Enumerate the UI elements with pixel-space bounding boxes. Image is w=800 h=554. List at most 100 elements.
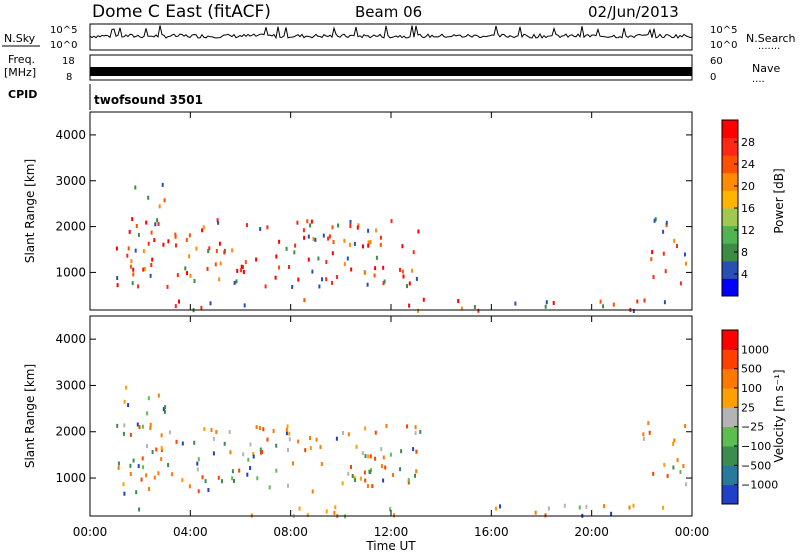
echo-cell xyxy=(350,267,353,272)
echo-cell xyxy=(304,448,307,453)
echo-cell xyxy=(552,301,555,305)
echo-cell xyxy=(153,475,156,480)
echo-cell xyxy=(242,270,245,274)
colorbar-swatch xyxy=(722,225,738,244)
echo-cell xyxy=(400,449,403,454)
echo-cell xyxy=(672,465,675,470)
echo-cell xyxy=(218,277,221,282)
echo-cell xyxy=(379,242,382,247)
echo-cell xyxy=(389,452,392,457)
echo-cell xyxy=(382,265,385,270)
echo-cell xyxy=(122,431,125,436)
echo-cell xyxy=(325,260,328,264)
echo-cell xyxy=(331,280,333,285)
colorbar-tick-label: −25 xyxy=(741,421,764,434)
echo-cell xyxy=(366,282,369,287)
echo-cell xyxy=(384,465,387,470)
echo-cell xyxy=(174,232,177,237)
echo-cell xyxy=(383,279,386,284)
echo-cell xyxy=(235,279,238,284)
echo-cell xyxy=(414,473,416,478)
echo-cell xyxy=(364,454,367,459)
echo-cell xyxy=(389,507,392,512)
echo-cell xyxy=(146,411,149,416)
echo-cell xyxy=(207,249,210,254)
colorbar-swatch xyxy=(722,426,738,447)
echo-cell xyxy=(333,510,336,515)
echo-cell xyxy=(318,284,321,289)
colorbar-swatch xyxy=(722,349,738,370)
echo-cell xyxy=(160,457,163,462)
echo-cell xyxy=(411,268,414,273)
echo-cell xyxy=(679,281,682,286)
echo-cell xyxy=(160,433,163,438)
echo-cell xyxy=(160,446,163,451)
echo-cell xyxy=(319,445,322,450)
power-heatmap xyxy=(115,182,687,313)
colorbar-tick-label: −100 xyxy=(741,440,771,453)
echo-cell xyxy=(149,422,152,427)
echo-cell xyxy=(264,284,267,289)
echo-cell xyxy=(242,452,245,457)
power-yaxis: 4000 3000 2000 1000 xyxy=(55,128,692,279)
echo-cell xyxy=(233,479,235,483)
echo-cell xyxy=(375,228,378,233)
echo-cell xyxy=(296,220,299,225)
echo-cell xyxy=(343,262,346,267)
echo-cell xyxy=(168,430,171,435)
echo-cell xyxy=(306,219,309,224)
echo-cell xyxy=(311,269,314,274)
echo-cell xyxy=(325,277,328,282)
echo-cell xyxy=(145,220,148,225)
echo-cell xyxy=(337,223,340,228)
echo-cell xyxy=(247,457,250,462)
echo-cell xyxy=(382,281,385,286)
echo-cell xyxy=(379,235,382,240)
echo-cell xyxy=(361,451,364,456)
colorbar-swatch xyxy=(722,190,738,209)
echo-cell xyxy=(156,218,159,223)
echo-cell xyxy=(534,510,537,515)
echo-cell xyxy=(167,463,170,467)
echo-cell xyxy=(294,243,297,248)
echo-cell xyxy=(350,465,352,469)
echo-cell xyxy=(285,246,288,251)
echo-cell xyxy=(363,470,366,475)
echo-cell xyxy=(208,246,211,251)
echo-cell xyxy=(366,484,369,488)
echo-cell xyxy=(157,222,160,226)
echo-cell xyxy=(628,505,631,510)
echo-cell xyxy=(189,273,192,278)
echo-cell xyxy=(142,267,145,272)
echo-cell xyxy=(131,281,134,286)
echo-cell xyxy=(585,504,588,509)
echo-cell xyxy=(129,432,132,437)
echo-cell xyxy=(369,470,372,475)
echo-cell xyxy=(662,229,665,234)
echo-cell xyxy=(163,198,166,203)
echo-cell xyxy=(221,479,223,484)
echo-cell xyxy=(356,225,359,230)
echo-cell xyxy=(122,482,125,487)
colorbar-swatch xyxy=(722,446,738,466)
echo-cell xyxy=(341,481,344,486)
echo-cell xyxy=(207,488,210,492)
x-tick-label: 04:00 xyxy=(173,525,208,539)
echo-cell xyxy=(652,275,655,279)
echo-cell xyxy=(297,439,300,444)
echo-cell xyxy=(331,225,334,230)
echo-cell xyxy=(134,185,137,190)
echo-cell xyxy=(367,243,370,248)
echo-cell xyxy=(390,219,393,224)
y-tick-label: 1000 xyxy=(55,265,86,279)
echo-cell xyxy=(115,246,118,251)
velocity-colorbar: 1000 500 100 25 −25 −100 −500 −1000 xyxy=(721,329,778,505)
colorbar-swatch xyxy=(722,407,738,428)
echo-cell xyxy=(149,426,152,431)
echo-cell xyxy=(473,305,476,309)
echo-cell xyxy=(673,238,676,243)
colorbar-tick-label: 100 xyxy=(741,382,762,395)
freq-tick-top: 18 xyxy=(62,56,75,67)
echo-cell xyxy=(292,461,294,466)
echo-cell xyxy=(310,219,313,224)
